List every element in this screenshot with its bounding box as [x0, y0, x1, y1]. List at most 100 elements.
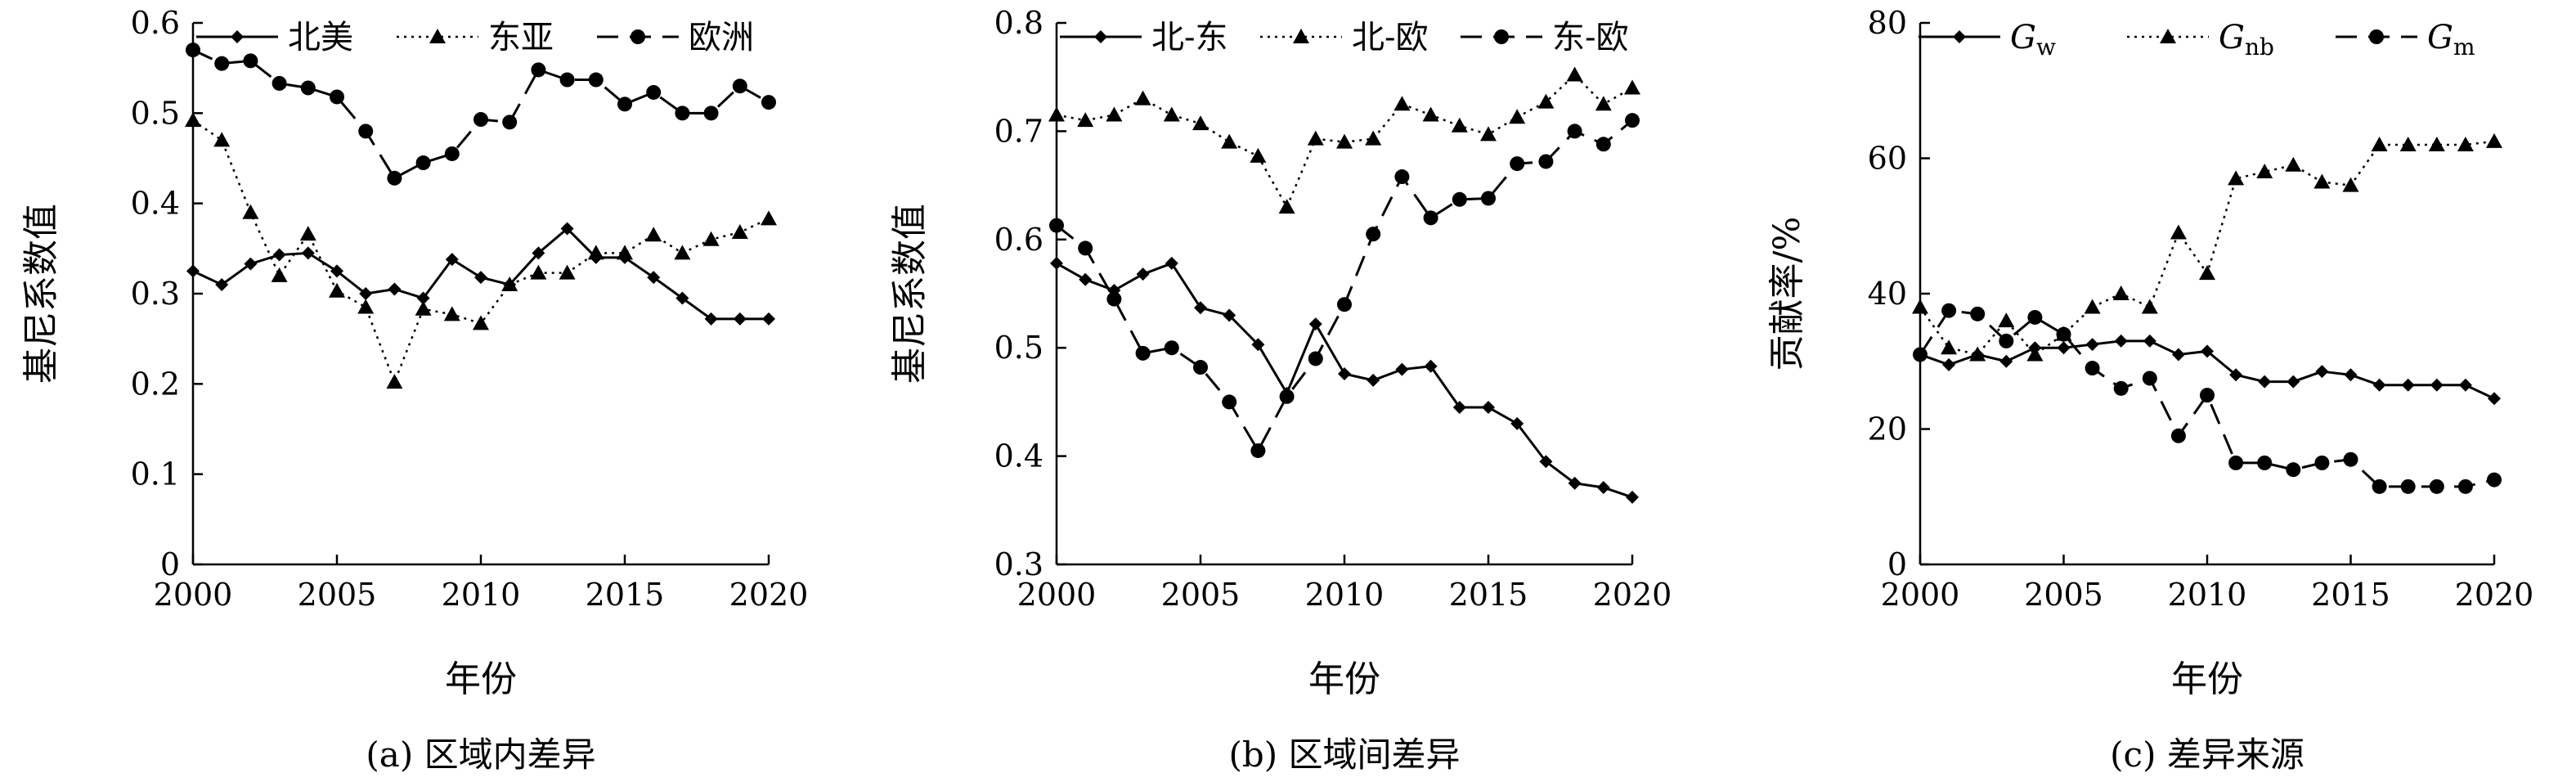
series-3 [186, 43, 776, 186]
data-point [329, 282, 345, 298]
data-point [1251, 338, 1265, 352]
data-point [1969, 346, 1986, 362]
data-point [1336, 133, 1353, 149]
data-point [186, 264, 200, 278]
data-point [2315, 365, 2329, 379]
y-tick-label: 40 [1868, 276, 1907, 312]
y-tick-label: 0.1 [131, 456, 180, 492]
y-tick-label: 0.3 [994, 546, 1043, 582]
data-point [1308, 317, 1322, 331]
data-point [1049, 218, 1064, 233]
data-point [1970, 306, 1986, 321]
legend-marker [231, 30, 244, 43]
data-point [2371, 136, 2388, 151]
data-point [2285, 156, 2302, 172]
data-point [1480, 126, 1497, 142]
data-point [1106, 106, 1123, 122]
data-point [1999, 333, 2014, 348]
data-point [2457, 479, 2473, 494]
data-point [732, 79, 747, 94]
data-point [675, 106, 690, 121]
data-point [704, 312, 718, 326]
y-tick-label: 80 [1868, 5, 1907, 41]
series-2 [1912, 133, 2502, 362]
series-line [1919, 309, 2495, 488]
data-point [1423, 210, 1438, 226]
series-2 [185, 112, 777, 389]
x-tick-label: 2000 [154, 577, 233, 613]
data-point [2057, 341, 2071, 355]
data-point [2400, 479, 2416, 494]
data-point [1079, 272, 1093, 286]
y-tick-label: 0.8 [994, 5, 1043, 41]
data-point [1595, 137, 1611, 152]
data-point [587, 245, 604, 260]
data-point [2201, 344, 2214, 358]
data-point [1222, 394, 1237, 410]
data-point [645, 227, 662, 242]
data-point [299, 226, 316, 241]
data-point [1482, 401, 1495, 415]
data-point [185, 112, 201, 128]
data-point [675, 291, 689, 305]
data-point [473, 112, 488, 128]
data-point [2085, 338, 2099, 352]
chart-panel-2: 0.3 0.4 0.5 0.6 0.7 0.8 2000 2005 2010 2015 2020 年份… [889, 5, 1672, 775]
data-point [1941, 303, 1957, 318]
data-point [272, 248, 286, 262]
x-tick-label: 2020 [1593, 577, 1672, 613]
legend-label: 东亚 [488, 19, 554, 56]
x-tick-label: 2015 [1449, 577, 1528, 613]
data-point [386, 374, 403, 389]
data-point [243, 53, 258, 69]
data-point [474, 271, 487, 285]
data-point [1223, 308, 1236, 322]
data-point [1452, 401, 1466, 415]
x-tick-label: 2020 [2455, 577, 2534, 613]
data-point [1106, 291, 1122, 307]
data-point [358, 124, 374, 139]
data-point [1481, 191, 1496, 206]
data-point [2486, 133, 2502, 148]
data-point [1422, 106, 1439, 122]
y-tick-label: 0.6 [131, 5, 180, 41]
legend-marker [631, 29, 645, 44]
data-point [2143, 334, 2156, 348]
y-tick-label: 20 [1868, 411, 1907, 447]
data-point [301, 246, 315, 260]
y-tick-label: 0.6 [994, 222, 1043, 258]
data-point [2429, 479, 2444, 494]
data-point [1942, 357, 1956, 371]
data-point [1626, 490, 1639, 504]
data-point [1912, 299, 1928, 314]
data-point [2313, 173, 2331, 189]
data-point [1451, 117, 1468, 133]
data-point [531, 62, 546, 78]
legend-marker [2369, 29, 2384, 44]
data-point [1566, 66, 1583, 82]
data-point [2200, 388, 2215, 403]
data-point [1163, 106, 1180, 122]
data-point [2199, 265, 2215, 281]
legend-marker [1094, 30, 1107, 43]
data-point [2170, 224, 2187, 240]
data-point [244, 257, 258, 271]
data-point [501, 276, 518, 291]
data-point [2372, 378, 2386, 392]
legend-label: 欧洲 [689, 19, 754, 56]
data-point [388, 282, 402, 296]
legend-label: Gw [2010, 19, 2056, 61]
x-tick-label: 2020 [729, 577, 809, 613]
data-point [761, 95, 776, 110]
data-point [559, 72, 575, 88]
legend-label: Gnb [2219, 19, 2274, 61]
legend-label: 北美 [288, 19, 353, 56]
series-1 [186, 222, 775, 326]
data-point [1393, 96, 1411, 111]
y-axis-label: 基尼系数值 [20, 204, 62, 384]
y-tick-label: 60 [1868, 141, 1907, 177]
data-point [1366, 227, 1381, 242]
data-point [271, 267, 288, 282]
data-point [359, 287, 373, 300]
legend-label: Gm [2427, 19, 2475, 61]
